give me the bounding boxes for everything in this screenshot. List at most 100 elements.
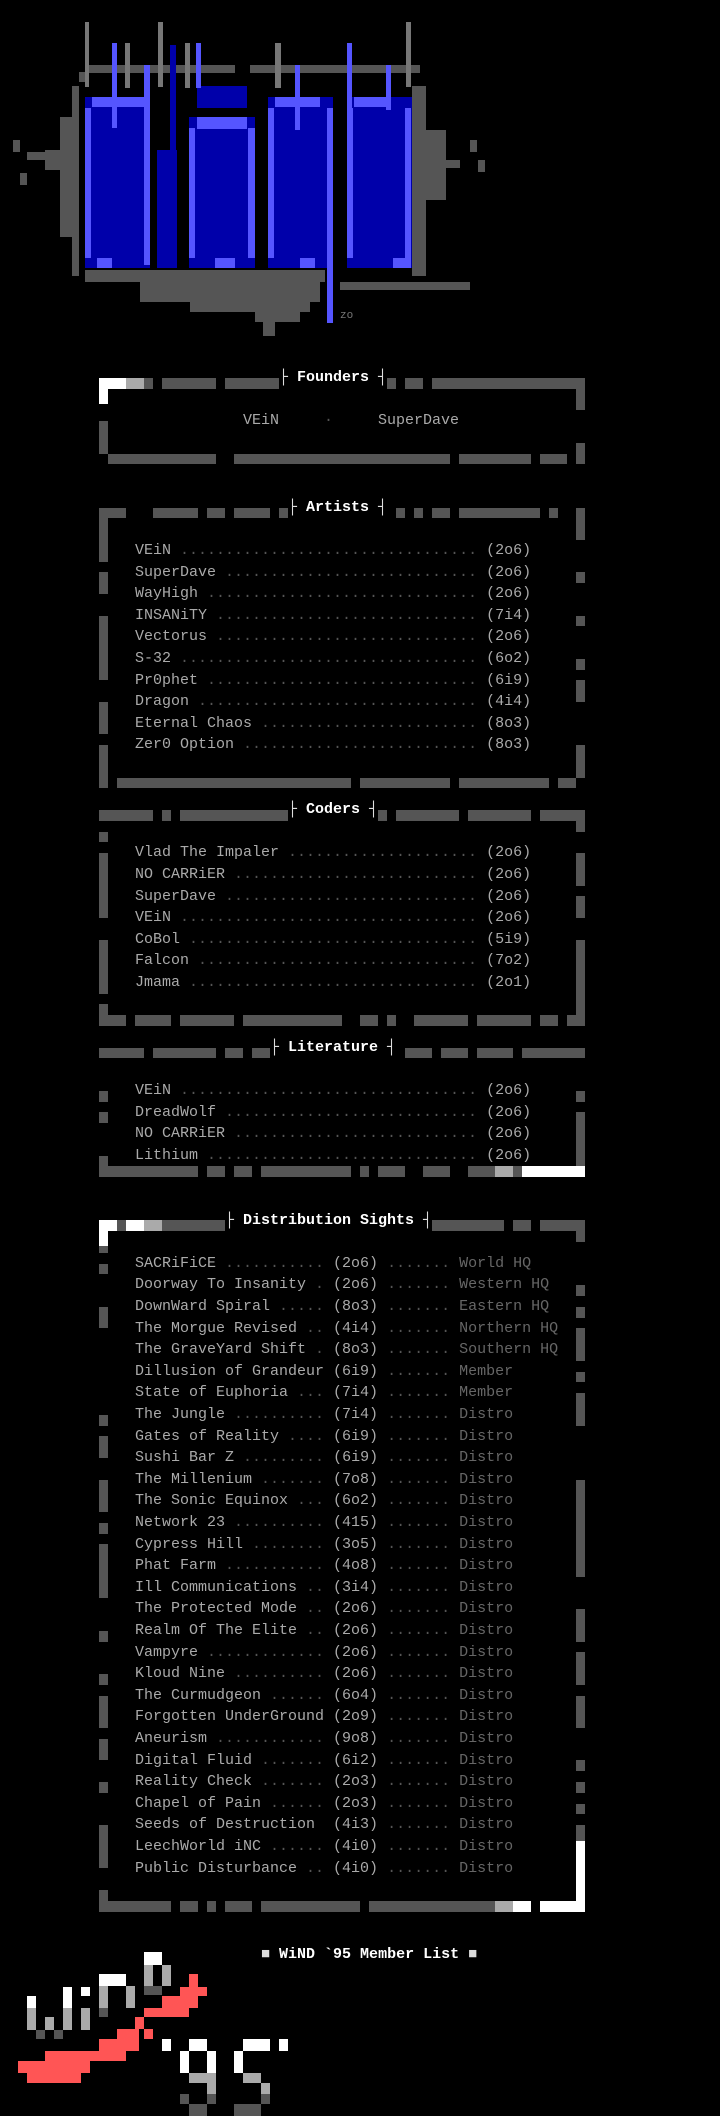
distro-row: State of Euphoria ... (7i4) ....... Memb… xyxy=(135,1384,514,1402)
frame-segment xyxy=(252,507,261,519)
frame-tee-right: ┤ xyxy=(378,1038,397,1056)
member-code: (8o3) xyxy=(486,736,532,754)
frame-segment xyxy=(234,378,243,389)
frame-tee-left: ├ xyxy=(225,1211,244,1229)
member-code: (2o1) xyxy=(486,974,532,991)
board-role: Distro xyxy=(459,1730,514,1747)
frame-segment xyxy=(270,378,279,389)
frame-segment xyxy=(99,421,108,443)
board-role: Northern HQ xyxy=(459,1319,559,1337)
logo-shadow xyxy=(426,130,446,200)
frame-segment xyxy=(576,1134,585,1156)
logo-shadow xyxy=(255,312,300,322)
distro-row: Public Disturbance .. (4i0) ....... Dist… xyxy=(135,1859,514,1877)
frame-segment xyxy=(576,1674,585,1685)
frame-segment xyxy=(549,507,558,519)
frame-segment xyxy=(333,1166,342,1178)
frame-segment xyxy=(234,777,243,789)
frame-segment xyxy=(495,1900,513,1912)
frame-segment xyxy=(162,507,171,519)
frame-segment xyxy=(540,810,549,821)
frame-segment xyxy=(549,1220,558,1232)
frame-segment xyxy=(486,777,495,789)
logo-streak xyxy=(189,1974,198,1987)
frame-segment xyxy=(486,453,495,465)
logo-letter-block xyxy=(207,2094,216,2104)
frame-segment xyxy=(216,810,225,821)
frame-segment xyxy=(252,1047,261,1059)
logo-highlight xyxy=(327,108,333,323)
frame-segment xyxy=(171,507,180,519)
frame-segment xyxy=(450,1015,459,1026)
distro-row: Dillusion of Grandeur (6i9) ....... Memb… xyxy=(135,1362,514,1380)
frame-segment xyxy=(432,777,441,789)
frame-segment xyxy=(513,453,522,465)
frame-segment xyxy=(576,1544,585,1566)
board-code: (2o9) xyxy=(333,1708,379,1726)
frame-segment xyxy=(486,1047,495,1059)
list-row: Dragon ............................... (… xyxy=(135,693,532,711)
frame-segment xyxy=(378,453,387,465)
frame-segment xyxy=(99,378,126,389)
logo-highlight xyxy=(295,65,300,130)
frame-segment xyxy=(234,810,243,821)
board-name: Reality Check xyxy=(135,1773,253,1791)
frame-segment xyxy=(207,1166,216,1178)
frame-segment xyxy=(99,853,108,875)
frame-segment xyxy=(576,615,585,627)
frame-segment xyxy=(576,1285,585,1296)
logo-highlight xyxy=(347,108,353,258)
frame-segment xyxy=(486,378,495,389)
frame-segment xyxy=(234,1166,243,1178)
frame-segment xyxy=(432,1015,441,1026)
logo-letter-block xyxy=(170,45,176,155)
frame-segment xyxy=(135,1166,144,1178)
board-code: (6i9) xyxy=(333,1449,379,1467)
frame-segment xyxy=(99,1900,108,1912)
member-name: S-32 xyxy=(135,650,172,667)
frame-segment xyxy=(279,810,288,821)
frame-segment xyxy=(216,1166,225,1178)
logo-letter-block xyxy=(207,2083,216,2094)
logo-letter-block xyxy=(63,2008,72,2030)
frame-segment xyxy=(477,810,486,821)
frame-segment xyxy=(459,777,468,789)
frame-segment xyxy=(243,507,252,519)
logo-letter-block xyxy=(197,86,247,108)
board-role: World HQ xyxy=(459,1254,532,1272)
frame-segment xyxy=(162,1047,171,1059)
frame-segment xyxy=(324,1900,333,1912)
section-title-distribution: ├ Distribution Sights ┤ xyxy=(225,1210,432,1232)
frame-segment xyxy=(99,1522,108,1534)
frame-segment xyxy=(99,745,108,767)
logo-shadow xyxy=(190,300,310,312)
frame-segment xyxy=(387,453,396,465)
board-role: Distro xyxy=(459,1449,514,1467)
frame-segment xyxy=(99,766,108,789)
list-row: Pr0phet .............................. (… xyxy=(135,671,532,689)
frame-segment xyxy=(558,453,567,465)
frame-segment xyxy=(441,1166,450,1178)
frame-segment xyxy=(324,1166,333,1178)
frame-segment xyxy=(414,453,423,465)
frame-segment xyxy=(387,1015,396,1026)
frame-segment xyxy=(576,1371,585,1383)
frame-tee-left: ├ xyxy=(270,1038,289,1056)
board-role: Distro xyxy=(459,1492,514,1510)
frame-segment xyxy=(513,1166,522,1178)
frame-segment xyxy=(297,453,306,465)
frame-segment xyxy=(207,777,216,789)
frame-segment xyxy=(477,378,486,389)
frame-segment xyxy=(576,1393,585,1415)
logo-highlight xyxy=(405,108,411,258)
logo-drip xyxy=(275,43,281,88)
frame-segment xyxy=(576,529,585,540)
frame-segment xyxy=(450,810,459,821)
frame-segment xyxy=(576,810,585,832)
frame-segment xyxy=(414,777,423,789)
frame-segment xyxy=(108,507,117,519)
section-title-text: Coders xyxy=(306,801,361,819)
frame-segment xyxy=(225,1047,234,1059)
distro-row: Kloud Nine .......... (2o6) ....... Dist… xyxy=(135,1665,514,1683)
frame-segment xyxy=(99,615,108,638)
